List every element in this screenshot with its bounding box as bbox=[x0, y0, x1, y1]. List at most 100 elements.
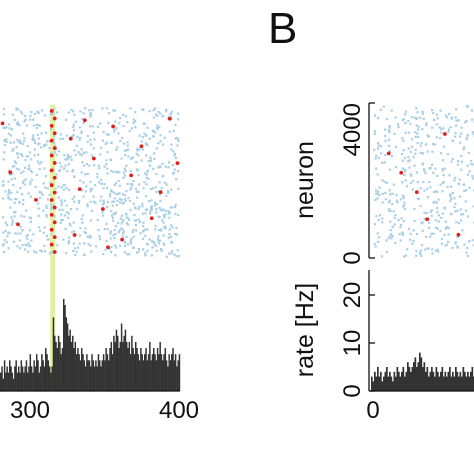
spike-dot bbox=[21, 181, 25, 184]
spike-dot bbox=[39, 249, 42, 252]
spike-dot bbox=[65, 251, 68, 255]
histogram-bar bbox=[25, 360, 28, 391]
spike-dot bbox=[106, 186, 109, 189]
spike-dot bbox=[55, 153, 58, 156]
spike-dot bbox=[380, 255, 384, 258]
spike-dot bbox=[152, 109, 155, 112]
spike-dot bbox=[68, 222, 71, 225]
spike-dot bbox=[45, 143, 48, 146]
spike-dot bbox=[112, 191, 116, 194]
spike-dot bbox=[461, 213, 465, 216]
spike-dot bbox=[168, 233, 171, 236]
spike-dot bbox=[112, 109, 115, 112]
histogram-bar bbox=[443, 376, 445, 391]
spike-dot bbox=[175, 233, 179, 236]
spike-dot bbox=[449, 194, 452, 198]
spike-dot bbox=[134, 126, 137, 129]
spike-dot bbox=[63, 199, 67, 202]
spike-dot bbox=[389, 193, 392, 196]
spike-dot bbox=[24, 118, 27, 121]
spike-dot bbox=[415, 107, 418, 110]
spike-dot bbox=[72, 125, 75, 128]
spike-dot bbox=[42, 209, 45, 212]
spike-dot bbox=[42, 231, 45, 234]
spike-dot bbox=[434, 226, 438, 229]
spike-dot bbox=[100, 146, 103, 149]
spike-dot bbox=[388, 208, 391, 211]
spike-dot bbox=[79, 226, 82, 230]
spike-dot bbox=[20, 171, 23, 175]
spike-dot bbox=[153, 107, 157, 110]
spike-dot bbox=[173, 168, 176, 171]
spike-dot bbox=[389, 209, 392, 212]
spike-dot bbox=[381, 217, 384, 220]
spike-dot bbox=[89, 112, 92, 115]
spike-dot bbox=[58, 161, 61, 165]
spike-dot bbox=[164, 209, 167, 212]
spike-dot bbox=[110, 214, 114, 217]
spike-dot bbox=[73, 200, 76, 203]
spike-dot bbox=[50, 205, 53, 209]
spike-dot bbox=[125, 212, 128, 215]
spike-dot bbox=[376, 192, 379, 195]
highlighted-spike-dot bbox=[399, 170, 404, 175]
highlighted-spike-dot bbox=[442, 132, 447, 136]
spike-dot bbox=[12, 147, 15, 150]
spike-dot bbox=[388, 168, 392, 171]
spike-dot bbox=[433, 143, 437, 146]
highlighted-spike-dot bbox=[425, 217, 430, 222]
spike-dot bbox=[467, 151, 470, 155]
spike-dot bbox=[384, 128, 387, 131]
spike-dot bbox=[422, 117, 425, 121]
spike-dot bbox=[421, 112, 424, 115]
spike-dot bbox=[158, 126, 161, 129]
spike-dot bbox=[430, 214, 433, 217]
spike-dot bbox=[98, 235, 101, 238]
histogram-bar bbox=[432, 371, 435, 391]
spike-dot bbox=[27, 164, 31, 167]
spike-dot bbox=[385, 239, 388, 242]
spike-dot bbox=[163, 136, 166, 139]
histogram-bar bbox=[395, 376, 397, 391]
histogram-bar bbox=[437, 371, 439, 391]
highlighted-spike-dot bbox=[52, 116, 57, 121]
spike-dot bbox=[167, 212, 171, 215]
spike-dot bbox=[72, 123, 75, 126]
histogram-bar bbox=[123, 335, 125, 391]
spike-dot bbox=[104, 248, 107, 251]
spike-dot bbox=[167, 191, 170, 194]
spike-dot bbox=[388, 209, 391, 213]
spike-dot bbox=[374, 189, 378, 192]
histogram-bar bbox=[446, 376, 448, 391]
spike-dot bbox=[7, 189, 11, 192]
spike-dot bbox=[36, 160, 40, 163]
spike-dot bbox=[123, 174, 126, 177]
spike-dot bbox=[126, 243, 130, 246]
spike-dot bbox=[388, 189, 391, 192]
histogram-bar bbox=[171, 354, 173, 391]
spike-dot bbox=[155, 147, 158, 150]
spike-dot bbox=[421, 128, 424, 131]
histogram-bar bbox=[383, 376, 385, 391]
spike-dot bbox=[154, 228, 157, 231]
spike-dot bbox=[458, 135, 461, 138]
spike-dot bbox=[171, 163, 175, 167]
spike-dot bbox=[13, 160, 17, 163]
histogram-bar bbox=[99, 360, 101, 391]
spike-dot bbox=[102, 187, 105, 190]
highlighted-spike-dot bbox=[49, 168, 54, 173]
spike-dot bbox=[396, 123, 400, 126]
spike-dot bbox=[71, 169, 75, 172]
spike-dot bbox=[128, 253, 131, 256]
spike-dot bbox=[76, 246, 80, 249]
spike-dot bbox=[23, 120, 26, 123]
spike-dot bbox=[150, 208, 153, 212]
spike-dot bbox=[462, 146, 466, 149]
spike-dot bbox=[127, 196, 130, 200]
histogram-bar bbox=[79, 360, 82, 391]
spike-dot bbox=[470, 109, 474, 112]
spike-dot bbox=[138, 220, 142, 224]
spike-dot bbox=[373, 148, 376, 151]
spike-dot bbox=[375, 192, 378, 195]
spike-dot bbox=[114, 225, 118, 228]
